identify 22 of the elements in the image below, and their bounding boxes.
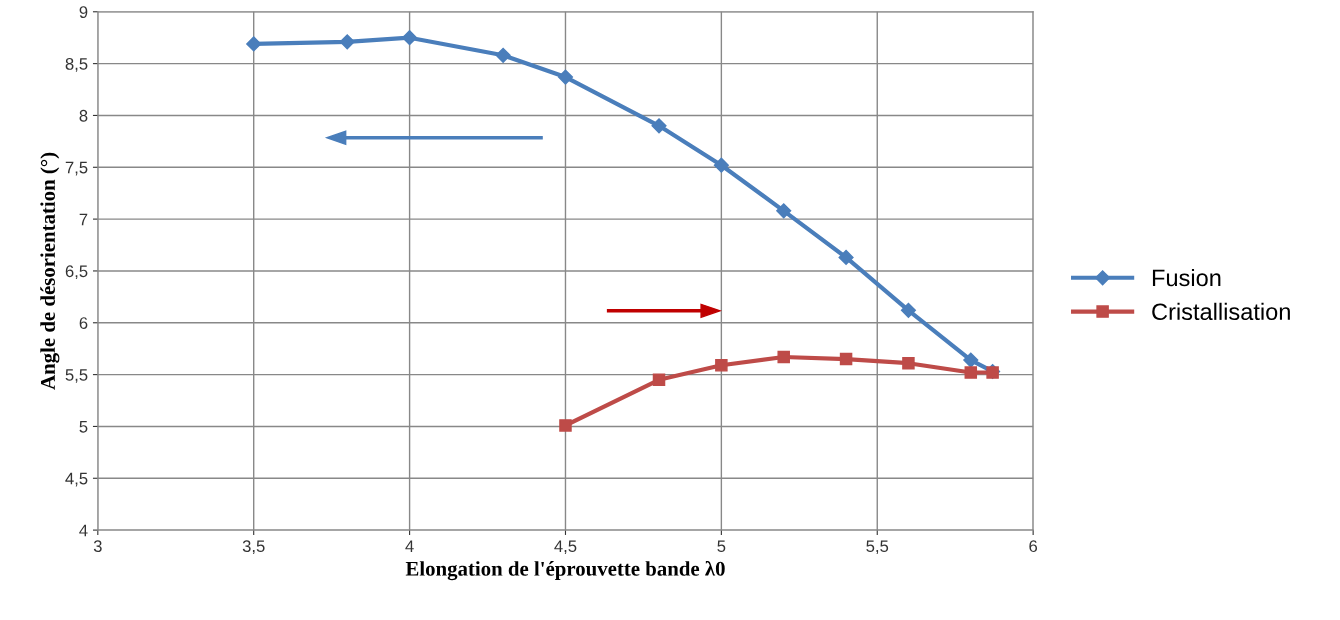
x-tick-label: 5 bbox=[717, 540, 726, 553]
y-axis-title: Angle de désorientation (°) bbox=[40, 152, 60, 390]
y-tick-label: 7,5 bbox=[65, 161, 88, 176]
y-tick-label: 5,5 bbox=[65, 369, 88, 383]
y-tick-label: 4 bbox=[79, 524, 88, 537]
legend-label: Cristallisation bbox=[1152, 302, 1290, 321]
y-tick-label: 4,5 bbox=[65, 472, 88, 487]
y-tick-label: 6,5 bbox=[65, 265, 88, 280]
legend-label: Fusion bbox=[1152, 268, 1221, 287]
x-tick-label: 3 bbox=[93, 540, 102, 553]
x-tick-label: 5,5 bbox=[866, 540, 889, 555]
x-tick-label: 3,5 bbox=[242, 540, 265, 555]
x-tick-label: 6 bbox=[1029, 540, 1038, 553]
y-tick-label: 7 bbox=[79, 213, 88, 226]
x-tick-label: 4,5 bbox=[554, 540, 577, 555]
y-tick-label: 6 bbox=[79, 317, 88, 329]
y-tick-label: 8,5 bbox=[65, 58, 88, 72]
x-tick-label: 4 bbox=[405, 540, 414, 552]
x-axis-title: Elongation de l'éprouvette bande λ0 bbox=[405, 560, 725, 581]
y-tick-label: 5 bbox=[79, 421, 88, 433]
y-tick-label: 8 bbox=[79, 109, 88, 122]
y-tick-label: 9 bbox=[79, 6, 88, 18]
